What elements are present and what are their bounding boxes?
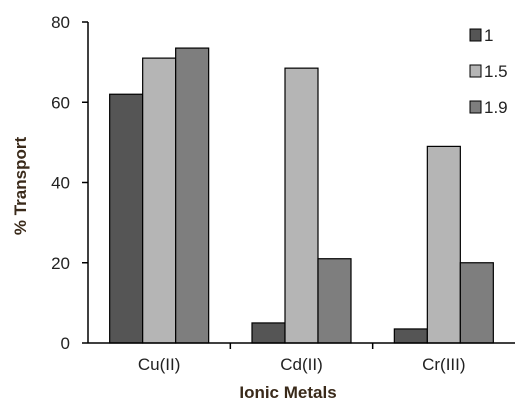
bars xyxy=(109,47,494,344)
y-tick-label: 60 xyxy=(51,93,70,112)
x-ticks: Cu(II) Cd(II) Cr(III) xyxy=(138,343,466,374)
x-tick-label: Cu(II) xyxy=(138,355,181,374)
legend: 1 1.5 1.9 xyxy=(469,26,508,117)
x-tick-label: Cd(II) xyxy=(280,355,323,374)
legend-label: 1.5 xyxy=(484,62,508,81)
bar-Cd(II)-1 xyxy=(251,322,286,344)
y-ticks: 0 20 40 60 80 xyxy=(51,13,88,353)
bar-Cr(III)-1 xyxy=(393,328,428,344)
legend-swatch xyxy=(469,28,482,42)
bar-Cr(III)-1.5 xyxy=(426,145,461,344)
bar-Cr(III)-1.9 xyxy=(459,262,494,344)
legend-label: 1.9 xyxy=(484,98,508,117)
legend-swatch xyxy=(469,64,482,78)
x-tick-label: Cr(III) xyxy=(422,355,465,374)
y-tick-label: 0 xyxy=(61,334,70,353)
y-tick-label: 80 xyxy=(51,13,70,32)
bar-Cu(II)-1.5 xyxy=(142,57,177,344)
bar-Cd(II)-1.5 xyxy=(284,67,319,344)
bar-Cd(II)-1.9 xyxy=(317,258,352,344)
y-tick-label: 20 xyxy=(51,254,70,273)
bar-Cu(II)-1.9 xyxy=(175,47,210,344)
legend-swatch xyxy=(469,100,482,114)
y-tick-label: 40 xyxy=(51,174,70,193)
x-axis-title: Ionic Metals xyxy=(239,383,336,402)
y-axis-title: % Transport xyxy=(11,137,30,236)
bar-Cu(II)-1 xyxy=(109,93,144,344)
legend-label: 1 xyxy=(484,26,493,45)
